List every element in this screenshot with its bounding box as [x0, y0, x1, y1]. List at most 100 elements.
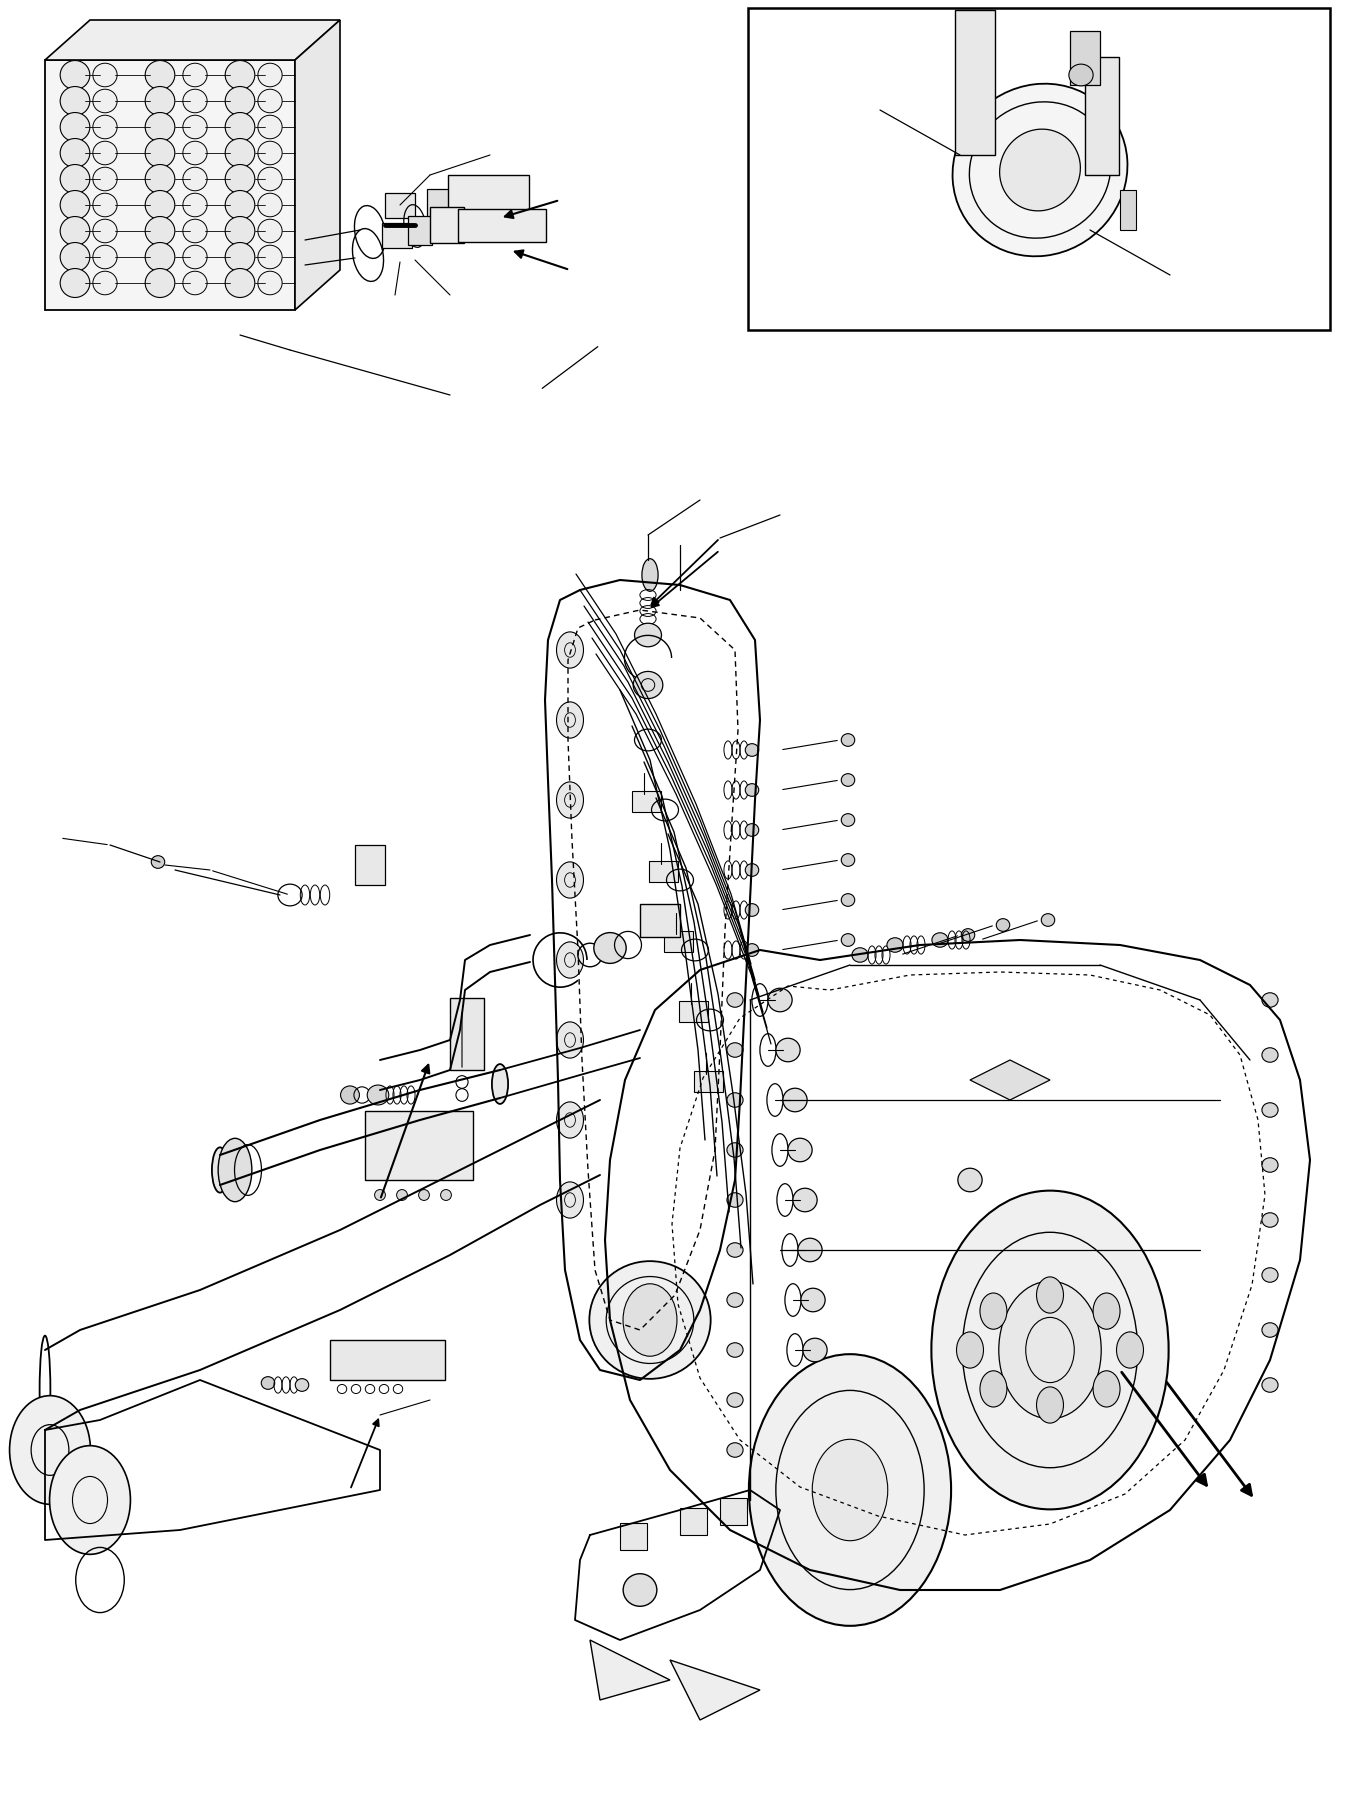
- Ellipse shape: [183, 89, 208, 112]
- Ellipse shape: [225, 112, 255, 141]
- Ellipse shape: [798, 1239, 822, 1262]
- Ellipse shape: [61, 243, 90, 272]
- Ellipse shape: [1262, 1213, 1278, 1228]
- Circle shape: [1037, 1387, 1064, 1423]
- Ellipse shape: [93, 272, 117, 295]
- Ellipse shape: [1262, 992, 1278, 1007]
- Ellipse shape: [183, 167, 208, 190]
- Ellipse shape: [146, 217, 175, 246]
- Circle shape: [749, 1355, 952, 1626]
- Circle shape: [623, 1284, 677, 1356]
- Ellipse shape: [257, 244, 282, 268]
- Ellipse shape: [262, 1376, 275, 1389]
- Ellipse shape: [727, 1092, 743, 1107]
- Ellipse shape: [93, 194, 117, 217]
- Circle shape: [1037, 1277, 1064, 1313]
- Ellipse shape: [623, 1574, 656, 1606]
- Bar: [355, 846, 384, 886]
- Ellipse shape: [93, 116, 117, 139]
- Ellipse shape: [745, 864, 759, 877]
- Ellipse shape: [727, 992, 743, 1007]
- Ellipse shape: [1262, 1103, 1278, 1117]
- Ellipse shape: [61, 190, 90, 219]
- Bar: [663, 931, 693, 953]
- Ellipse shape: [218, 1139, 252, 1203]
- Ellipse shape: [257, 116, 282, 139]
- Ellipse shape: [257, 272, 282, 295]
- Bar: [694, 1070, 724, 1092]
- Bar: [632, 791, 662, 813]
- Ellipse shape: [727, 1393, 743, 1407]
- Bar: [408, 216, 433, 244]
- Ellipse shape: [151, 855, 164, 867]
- Ellipse shape: [146, 138, 175, 167]
- Ellipse shape: [225, 217, 255, 246]
- Ellipse shape: [441, 1190, 452, 1201]
- Ellipse shape: [93, 141, 117, 165]
- Polygon shape: [295, 20, 340, 310]
- Bar: [458, 210, 546, 243]
- Circle shape: [957, 1331, 984, 1367]
- Circle shape: [1093, 1293, 1120, 1329]
- Circle shape: [557, 782, 584, 819]
- Circle shape: [980, 1293, 1007, 1329]
- Ellipse shape: [225, 87, 255, 116]
- Ellipse shape: [801, 1288, 825, 1311]
- Ellipse shape: [146, 87, 175, 116]
- Ellipse shape: [1262, 1378, 1278, 1393]
- Ellipse shape: [225, 138, 255, 167]
- Ellipse shape: [931, 933, 948, 947]
- Ellipse shape: [996, 918, 1010, 931]
- Ellipse shape: [787, 1139, 811, 1163]
- Ellipse shape: [61, 165, 90, 194]
- Polygon shape: [44, 20, 340, 60]
- Circle shape: [1116, 1331, 1143, 1367]
- Ellipse shape: [93, 89, 117, 112]
- Bar: [386, 192, 415, 217]
- Ellipse shape: [257, 194, 282, 217]
- Ellipse shape: [768, 989, 793, 1012]
- Ellipse shape: [1262, 1268, 1278, 1282]
- Ellipse shape: [183, 194, 208, 217]
- Ellipse shape: [589, 1260, 710, 1378]
- Ellipse shape: [841, 934, 855, 947]
- Ellipse shape: [183, 141, 208, 165]
- Ellipse shape: [375, 1190, 386, 1201]
- Bar: [640, 904, 681, 936]
- Ellipse shape: [793, 1188, 817, 1212]
- Ellipse shape: [727, 1193, 743, 1208]
- Ellipse shape: [183, 63, 208, 87]
- Ellipse shape: [1262, 1157, 1278, 1172]
- Ellipse shape: [183, 116, 208, 139]
- Circle shape: [1093, 1371, 1120, 1407]
- Ellipse shape: [745, 744, 759, 757]
- Ellipse shape: [783, 1088, 807, 1112]
- Bar: [450, 998, 484, 1070]
- Ellipse shape: [183, 244, 208, 268]
- Ellipse shape: [745, 824, 759, 837]
- Ellipse shape: [146, 60, 175, 89]
- Circle shape: [9, 1396, 90, 1505]
- Ellipse shape: [257, 89, 282, 112]
- Ellipse shape: [852, 947, 868, 962]
- Ellipse shape: [93, 167, 117, 190]
- Circle shape: [557, 862, 584, 898]
- Polygon shape: [590, 1641, 670, 1701]
- Ellipse shape: [146, 243, 175, 272]
- Ellipse shape: [594, 933, 627, 963]
- Ellipse shape: [225, 60, 255, 89]
- Circle shape: [557, 703, 584, 739]
- Ellipse shape: [257, 167, 282, 190]
- Circle shape: [557, 1183, 584, 1219]
- Ellipse shape: [841, 733, 855, 746]
- Bar: [1120, 190, 1136, 230]
- Bar: [720, 1498, 747, 1525]
- Ellipse shape: [61, 60, 90, 89]
- Bar: [427, 188, 452, 217]
- Ellipse shape: [419, 1190, 430, 1201]
- Polygon shape: [44, 60, 295, 310]
- Ellipse shape: [183, 272, 208, 295]
- Ellipse shape: [93, 63, 117, 87]
- Ellipse shape: [961, 929, 975, 942]
- Bar: [679, 1509, 706, 1536]
